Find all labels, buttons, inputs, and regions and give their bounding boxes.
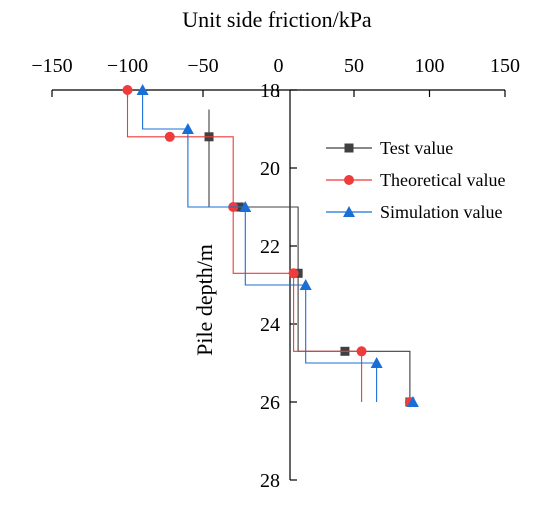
y-tick-label: 20 — [260, 158, 280, 180]
y-tick-label: 18 — [260, 80, 280, 102]
data-point — [356, 346, 367, 357]
legend-item: Simulation value — [326, 202, 502, 222]
x-tick-label: 150 — [490, 55, 520, 77]
x-axis-title: Unit side friction/kPa — [182, 7, 372, 32]
y-tick-label: 28 — [260, 470, 280, 492]
legend-item: Test value — [326, 138, 453, 158]
legend-marker — [343, 206, 355, 217]
series-2 — [136, 84, 419, 407]
data-point — [136, 84, 149, 95]
y-tick-label: 26 — [260, 392, 280, 414]
series-line — [126, 90, 363, 402]
x-axis: −150 −100 −50 0 50 100 150 — [31, 55, 520, 97]
legend-marker — [344, 175, 354, 185]
y-axis: 18 20 22 24 26 28 — [260, 80, 297, 492]
legend-label: Simulation value — [380, 202, 502, 222]
x-tick-label: −100 — [107, 55, 148, 77]
data-point — [164, 131, 175, 142]
data-point — [239, 201, 252, 212]
x-tick-label: 0 — [274, 55, 284, 77]
series-line — [142, 90, 378, 402]
y-axis-title: Pile depth/m — [192, 244, 217, 356]
series-line — [208, 109, 411, 402]
data-point — [299, 279, 312, 290]
data-point — [122, 85, 133, 95]
x-tick-label: −50 — [187, 55, 218, 77]
x-tick-label: 100 — [415, 55, 445, 77]
y-tick-label: 22 — [260, 236, 280, 258]
x-tick-label: −150 — [31, 55, 72, 77]
data-point — [288, 268, 299, 279]
data-point — [370, 357, 383, 368]
legend-label: Theoretical value — [380, 170, 505, 190]
legend: Test value Theoretical value Simulation va… — [326, 138, 505, 222]
data-point — [406, 396, 419, 407]
legend-label: Test value — [380, 138, 453, 158]
legend-item: Theoretical value — [326, 170, 505, 190]
legend-marker — [344, 143, 354, 153]
y-tick-label: 24 — [260, 314, 280, 336]
x-tick-label: 50 — [344, 55, 364, 77]
data-point — [181, 123, 194, 134]
series-layer — [122, 84, 419, 407]
